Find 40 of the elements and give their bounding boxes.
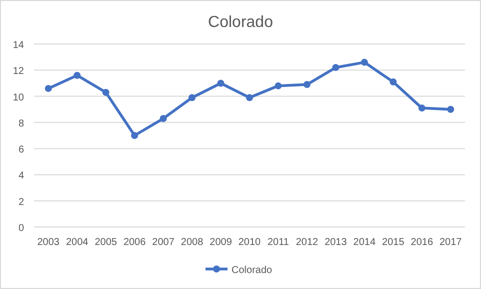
point (447, 106, 454, 113)
point (74, 72, 81, 79)
point (418, 104, 426, 112)
point (360, 58, 368, 66)
x-tick-label: 2006 (123, 237, 146, 248)
x-tick-label: 2005 (94, 237, 118, 248)
point (246, 94, 253, 102)
x-tick-label: 2014 (353, 237, 376, 248)
x-tick-label: 2010 (238, 237, 262, 248)
point (102, 88, 110, 96)
point (332, 64, 340, 72)
x-tick-label: 2009 (210, 237, 232, 248)
point (188, 94, 196, 102)
chart-title: Colorado (208, 14, 274, 31)
y-tick-label: 6 (18, 144, 24, 156)
legend-label: Colorado (232, 265, 273, 276)
y-tick-label: 2 (18, 196, 24, 208)
y-tick-label: 12 (12, 66, 24, 78)
point (217, 80, 224, 87)
point (274, 82, 282, 90)
y-tick-label: 4 (18, 170, 24, 182)
x-tick-label: 2015 (382, 237, 405, 248)
point (160, 115, 167, 122)
point (303, 81, 310, 88)
y-tick-label: 10 (12, 92, 24, 104)
y-tick-label: 8 (18, 118, 24, 130)
point (131, 132, 138, 139)
x-tick-label: 2003 (37, 237, 60, 248)
x-tick-label: 2008 (180, 237, 204, 248)
x-tick-label: 2017 (440, 237, 462, 248)
x-tick-label: 2007 (152, 237, 175, 248)
x-tick-label: 2004 (66, 237, 89, 248)
x-tick-label: 2012 (296, 237, 319, 248)
y-tick-label: 14 (12, 40, 24, 51)
x-tick-label: 2011 (267, 237, 290, 248)
y-tick-label: 0 (18, 223, 24, 234)
point (390, 78, 397, 86)
point (44, 84, 52, 92)
x-tick-label: 2016 (410, 237, 434, 248)
x-tick-label: 2013 (324, 237, 348, 248)
